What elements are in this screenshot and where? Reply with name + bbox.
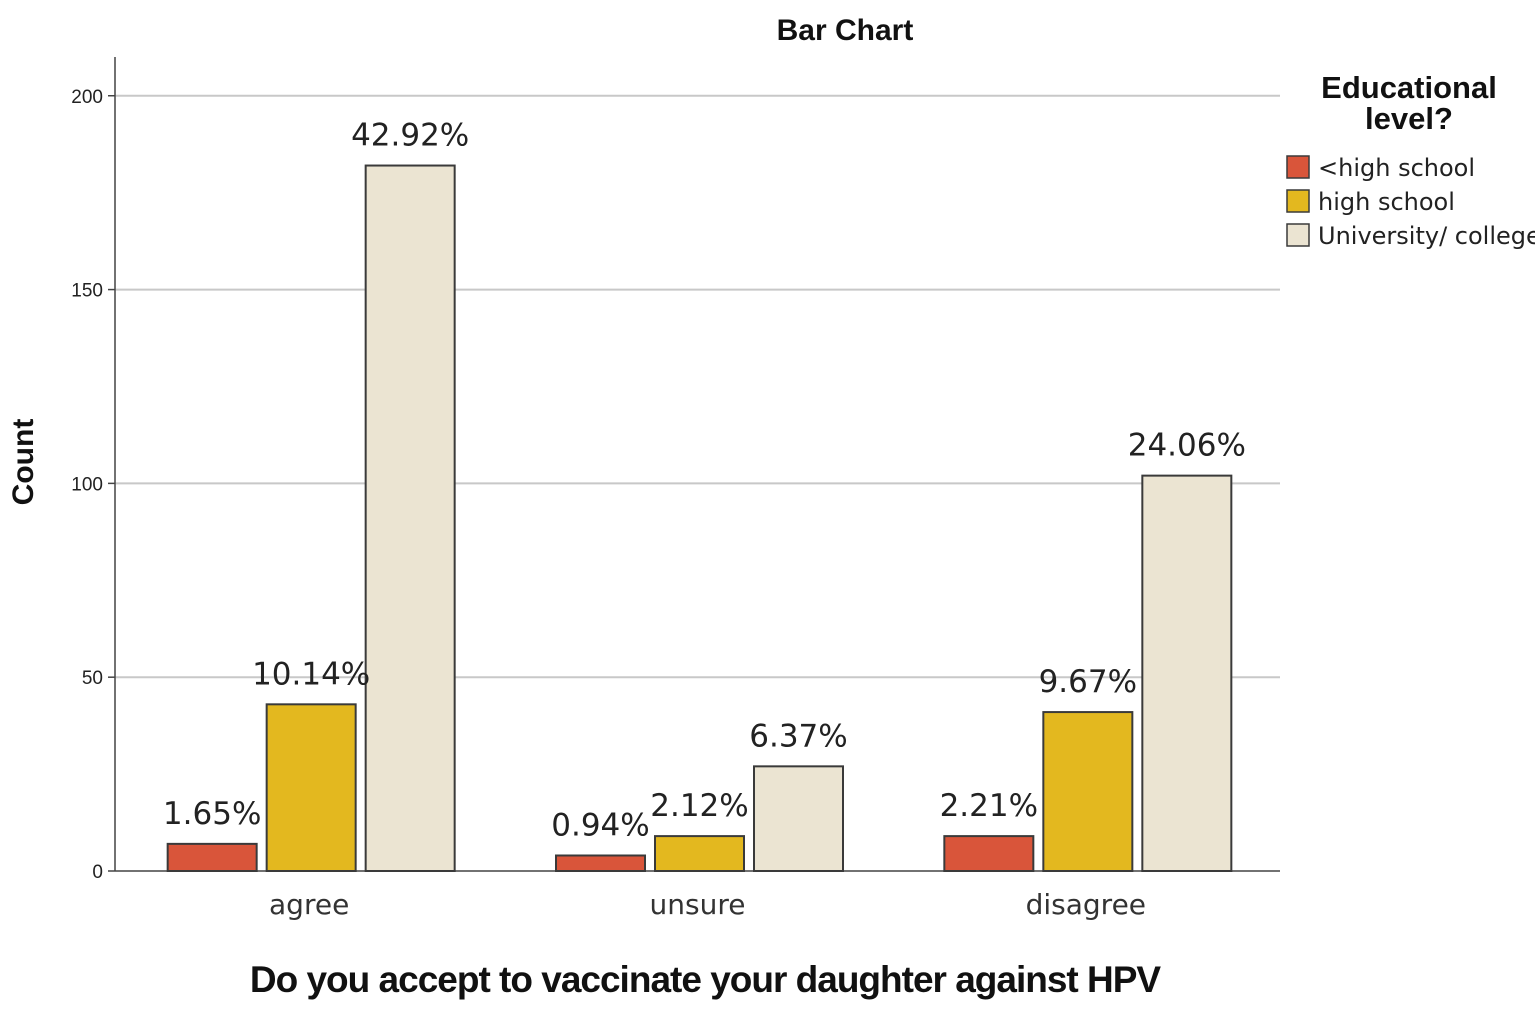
y-axis-title: Count (7, 419, 40, 506)
bar (1141, 474, 1233, 872)
bar (943, 835, 1035, 872)
bars (166, 164, 1233, 873)
legend-swatch (1286, 155, 1310, 179)
x-category-label: unsure (650, 888, 746, 921)
data-label: 1.65% (163, 796, 261, 832)
bar (753, 765, 844, 872)
legend-title: Educational (1321, 70, 1497, 105)
y-tick-label: 150 (71, 281, 103, 302)
bar (1042, 711, 1134, 872)
x-category-label: disagree (1026, 888, 1146, 921)
y-tick-label: 200 (71, 87, 103, 108)
legend-label: high school (1318, 188, 1455, 216)
legend-label: <high school (1318, 154, 1475, 182)
gridlines (115, 94, 1280, 679)
data-label: 2.21% (940, 788, 1038, 824)
legend-label: University/ college (1318, 222, 1535, 250)
chart-title: Bar Chart (777, 14, 914, 47)
legend-title: level? (1365, 101, 1453, 136)
data-label: 6.37% (749, 718, 847, 754)
y-tick-label: 0 (92, 862, 103, 883)
data-label: 2.12% (650, 788, 748, 824)
data-labels: 1.65% 10.14% 42.92% 0.94%2.12%6.37% 2.21% 9.6… (163, 118, 1246, 844)
bar (654, 835, 745, 872)
legend-swatch (1286, 223, 1310, 247)
y-tick-label: 50 (82, 668, 103, 689)
data-label: 42.92% (351, 118, 469, 154)
data-label: 24.06% (1128, 428, 1246, 464)
legend-swatch (1286, 189, 1310, 213)
x-axis-title: Do you accept to vaccinate your daughter… (250, 959, 1162, 1000)
data-label: 0.94% (551, 807, 649, 843)
bar (166, 842, 258, 872)
x-category-label: agree (269, 888, 349, 921)
bar (265, 703, 357, 872)
data-label: 9.67% (1039, 664, 1137, 700)
y-tick-label: 100 (71, 474, 103, 495)
bar (364, 164, 456, 873)
data-label: 10.14% (252, 656, 370, 692)
bar (555, 854, 646, 873)
